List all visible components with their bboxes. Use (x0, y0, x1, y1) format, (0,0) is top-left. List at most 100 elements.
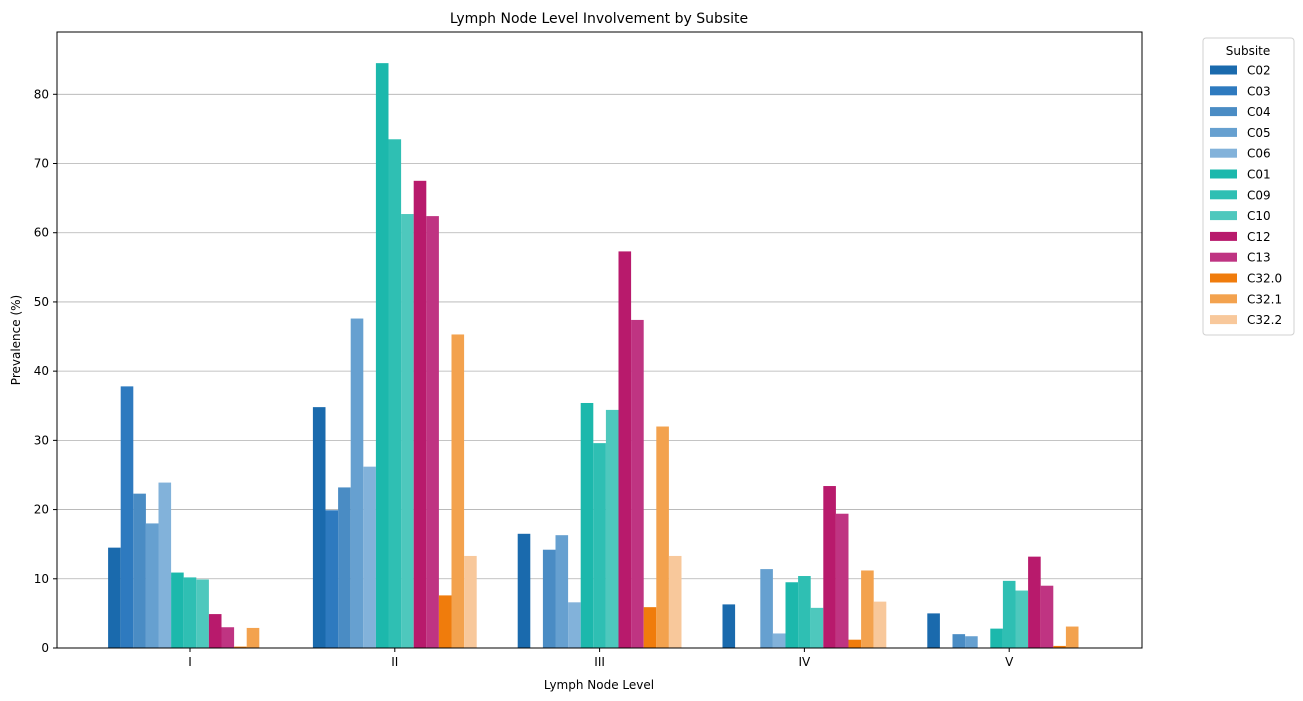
bar (785, 582, 799, 648)
bar (158, 482, 172, 648)
bar (861, 570, 874, 648)
bar (401, 214, 414, 648)
bar (325, 510, 339, 648)
legend-label: C32.0 (1247, 272, 1282, 286)
bar (464, 555, 477, 648)
bar (312, 407, 326, 648)
bar (668, 555, 682, 648)
bar (196, 579, 209, 648)
legend-swatch (1210, 252, 1237, 262)
bar (810, 607, 824, 648)
bar (363, 466, 376, 648)
bar (798, 576, 811, 648)
legend-label: C32.1 (1247, 292, 1282, 306)
legend-swatch (1210, 107, 1237, 117)
y-tick-label: 0 (41, 641, 49, 655)
bar (246, 627, 260, 648)
legend-swatch (1210, 211, 1237, 221)
legend-swatch (1210, 148, 1237, 158)
bar (1040, 585, 1054, 648)
bar (873, 601, 887, 648)
bar (990, 628, 1003, 648)
bar (171, 572, 184, 648)
bar (555, 535, 569, 648)
bar (438, 595, 452, 648)
y-axis-title: Prevalence (%) (9, 295, 23, 385)
legend-label: C01 (1247, 168, 1271, 182)
legend-label: C02 (1247, 64, 1271, 78)
x-tick-label: III (594, 655, 605, 669)
legend-swatch (1210, 169, 1237, 179)
gridlines (57, 93, 1142, 580)
bar (133, 493, 146, 648)
bar (848, 639, 862, 648)
legend-swatch (1210, 231, 1237, 241)
legend-label: C13 (1247, 251, 1271, 265)
bar (1028, 556, 1041, 648)
legend-label: C05 (1247, 126, 1271, 140)
y-tick-label: 10 (34, 572, 49, 586)
bar (1065, 626, 1079, 648)
legend-swatch (1210, 86, 1237, 96)
y-tick-label: 80 (34, 87, 49, 101)
bar (656, 426, 669, 648)
bar (350, 318, 364, 648)
bar (388, 139, 402, 649)
bar (568, 602, 581, 648)
x-ticks: I II III IV V (188, 648, 1014, 669)
bar (605, 409, 619, 648)
bar (1053, 645, 1066, 648)
x-tick-label: IV (799, 655, 812, 669)
legend-label: C03 (1247, 84, 1271, 98)
bars (108, 63, 1079, 649)
bar (145, 523, 159, 648)
bar (643, 607, 657, 648)
bar (108, 547, 121, 648)
bar (208, 614, 222, 648)
legend-title: Subsite (1226, 44, 1271, 58)
bar (952, 634, 966, 648)
legend-swatch (1210, 294, 1237, 304)
bar (234, 646, 247, 648)
bar (183, 577, 197, 648)
x-tick-label: V (1005, 655, 1014, 669)
chart-title: Lymph Node Level Involvement by Subsite (450, 11, 748, 27)
y-tick-label: 20 (34, 503, 49, 517)
y-tick-label: 40 (34, 364, 49, 378)
legend-swatch (1210, 273, 1237, 283)
legend-label: C32.2 (1247, 313, 1282, 327)
x-axis-title: Lymph Node Level (544, 678, 654, 692)
bar (413, 180, 427, 648)
legend-swatch (1210, 315, 1237, 325)
bar (965, 636, 978, 648)
legend-swatch (1210, 127, 1237, 137)
bar (760, 569, 773, 648)
bar (722, 604, 736, 648)
legend-frame (1202, 37, 1295, 336)
bar (927, 613, 940, 648)
legend-label: C04 (1247, 105, 1271, 119)
bar (1015, 590, 1029, 648)
y-tick-label: 50 (34, 295, 49, 309)
bar (451, 334, 465, 648)
bar (426, 216, 439, 649)
legend: Subsite C02 C03 C04 C05 C06 C01 C09 C10 C12 C13 C3… (1202, 37, 1295, 336)
x-tick-label: II (391, 655, 398, 669)
legend-label: C10 (1247, 209, 1271, 223)
legend-label: C12 (1247, 230, 1271, 244)
y-ticks: 0 10 20 30 40 50 60 70 80 (34, 87, 57, 655)
bar (618, 251, 632, 648)
legend-swatch (1210, 65, 1237, 75)
bar (835, 513, 849, 648)
legend-label: C06 (1247, 147, 1271, 161)
legend-swatch (1210, 190, 1237, 200)
y-tick-label: 70 (34, 157, 49, 171)
bar (542, 549, 556, 648)
y-tick-label: 30 (34, 433, 49, 447)
x-tick-label: I (188, 655, 192, 669)
bar (580, 402, 594, 648)
bar (375, 63, 389, 649)
bar (772, 633, 786, 648)
bar (1002, 580, 1016, 648)
